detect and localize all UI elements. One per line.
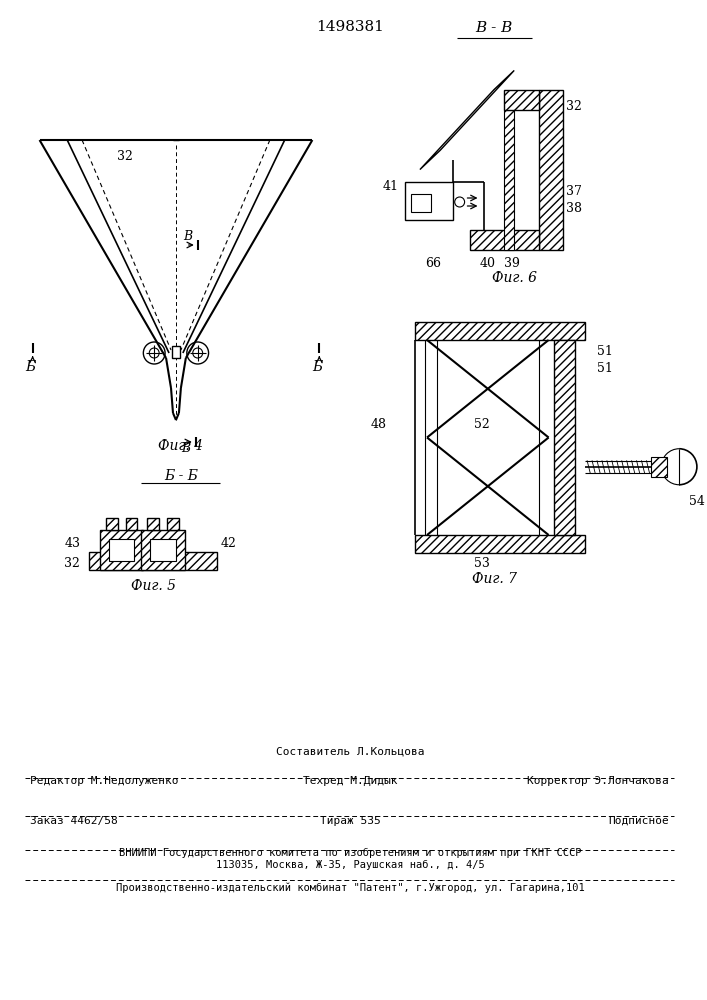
Text: 41: 41 <box>382 180 399 193</box>
Bar <box>411 194 431 212</box>
Bar <box>172 346 180 358</box>
Text: Производственно-издательский комбинат "Патент", г.Ужгород, ул. Гагарина,101: Производственно-издательский комбинат "П… <box>115 882 584 893</box>
Bar <box>415 322 585 340</box>
Bar <box>415 535 585 553</box>
Text: ВНИИПИ Государственного комитета по изобретениям и открытиям при ГКНТ СССР: ВНИИПИ Государственного комитета по изоб… <box>119 848 581 858</box>
Bar <box>405 182 452 220</box>
Bar <box>151 539 176 561</box>
Text: 53: 53 <box>474 557 491 570</box>
Text: В: В <box>181 442 190 455</box>
Text: 1498381: 1498381 <box>316 20 384 34</box>
Text: Тираж 535: Тираж 535 <box>320 816 380 826</box>
Bar <box>109 539 134 561</box>
Text: 32: 32 <box>566 100 583 113</box>
Text: Редактор М.Недолуженко: Редактор М.Недолуженко <box>30 776 178 786</box>
Text: В: В <box>183 230 192 243</box>
Text: Б - Б: Б - Б <box>164 469 198 483</box>
Text: Фиг. 5: Фиг. 5 <box>131 579 176 593</box>
Bar <box>554 340 575 535</box>
Text: 32: 32 <box>117 150 132 163</box>
Text: 43: 43 <box>64 537 81 550</box>
Bar <box>89 552 218 570</box>
Bar <box>147 518 159 530</box>
Text: 52: 52 <box>474 418 490 430</box>
Text: Б: Б <box>312 360 322 374</box>
Text: 38: 38 <box>566 202 583 215</box>
Bar <box>167 518 179 530</box>
Text: 40: 40 <box>479 257 496 270</box>
Bar <box>469 230 539 250</box>
Text: Техред М.Дидык: Техред М.Дидык <box>303 776 397 786</box>
Text: 113035, Москва, Ж-35, Раушская наб., д. 4/5: 113035, Москва, Ж-35, Раушская наб., д. … <box>216 860 484 870</box>
Text: Фиг. 7: Фиг. 7 <box>472 572 517 586</box>
Text: 32: 32 <box>64 557 80 570</box>
Text: 51: 51 <box>597 345 613 358</box>
Bar <box>539 90 563 250</box>
Bar <box>106 518 117 530</box>
Text: 66: 66 <box>425 257 441 270</box>
Text: Фиг. 6: Фиг. 6 <box>491 271 537 285</box>
Text: Б: Б <box>25 360 36 374</box>
Text: В - В: В - В <box>476 21 513 35</box>
Bar <box>141 530 185 570</box>
Text: 48: 48 <box>370 418 387 430</box>
Text: Заказ 4462/58: Заказ 4462/58 <box>30 816 117 826</box>
Bar <box>504 110 514 250</box>
Text: Фиг. 4: Фиг. 4 <box>158 439 204 453</box>
Text: 42: 42 <box>221 537 236 550</box>
Bar <box>504 90 539 110</box>
Bar <box>100 530 144 570</box>
Polygon shape <box>420 70 514 170</box>
Text: 51: 51 <box>597 362 613 375</box>
Text: 37: 37 <box>566 185 583 198</box>
Bar <box>651 457 667 477</box>
Text: Составитель Л.Кольцова: Составитель Л.Кольцова <box>276 746 424 756</box>
Bar <box>126 518 137 530</box>
Text: Подписное: Подписное <box>609 816 670 826</box>
Text: 39: 39 <box>504 257 520 270</box>
Text: Корректор Э.Лончакова: Корректор Э.Лончакова <box>527 776 670 786</box>
Text: 54: 54 <box>689 495 705 508</box>
